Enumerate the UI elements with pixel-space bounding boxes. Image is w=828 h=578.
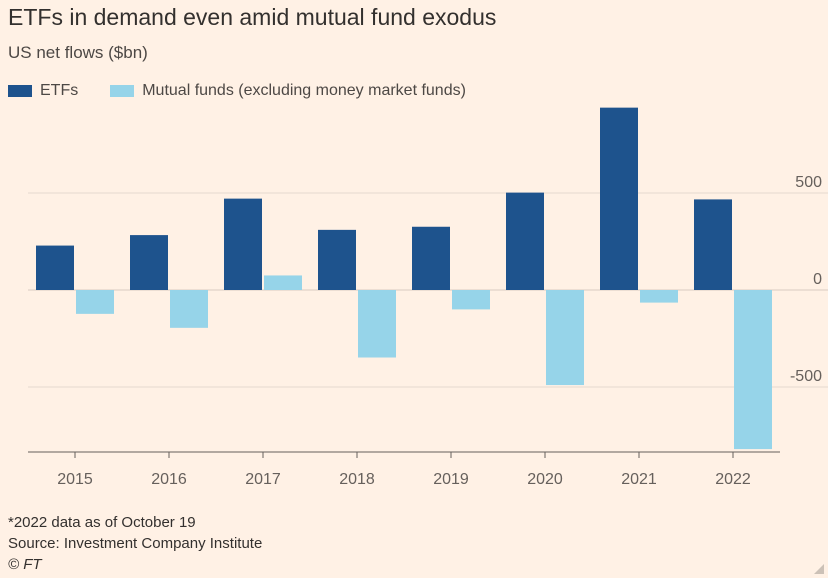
chart-subtitle: US net flows ($bn): [8, 43, 148, 62]
legend-swatch-mutual-funds: [110, 85, 135, 97]
bar-mutual-funds: [546, 290, 584, 386]
bar-mutual-funds: [452, 290, 490, 310]
y-tick-label: -500: [790, 368, 822, 385]
legend-label-etfs: ETFs: [40, 82, 79, 99]
x-tick-label: 2016: [151, 471, 187, 488]
bar-mutual-funds: [170, 290, 208, 328]
legend-item-mutual-funds: Mutual funds (excluding money market fun…: [110, 82, 466, 100]
y-tick-label: 500: [795, 174, 822, 191]
bar-etfs: [36, 245, 74, 290]
y-tick-label: 0: [813, 271, 822, 288]
bar-etfs: [506, 192, 544, 290]
bar-etfs: [694, 199, 732, 290]
x-tick-label: 2017: [245, 471, 281, 488]
x-tick-label: 2020: [527, 471, 563, 488]
chart-title: ETFs in demand even amid mutual fund exo…: [8, 4, 497, 30]
x-tick-label: 2018: [339, 471, 375, 488]
legend: ETFs Mutual funds (excluding money marke…: [8, 82, 498, 100]
bar-mutual-funds: [734, 290, 772, 450]
legend-label-mutual-funds: Mutual funds (excluding money market fun…: [142, 82, 466, 99]
x-tick-label: 2019: [433, 471, 469, 488]
footer: *2022 data as of October 19 Source: Inve…: [8, 512, 262, 575]
bar-mutual-funds: [358, 290, 396, 358]
bar-mutual-funds: [640, 290, 678, 303]
bar-mutual-funds: [76, 290, 114, 314]
x-tick-label: 2022: [715, 471, 751, 488]
footnote: *2022 data as of October 19: [8, 514, 196, 531]
copyright: © FT: [8, 556, 42, 573]
bar-etfs: [600, 107, 638, 290]
bar-etfs: [130, 235, 168, 290]
resize-handle-icon: [814, 564, 824, 574]
x-tick-label: 2021: [621, 471, 657, 488]
bar-etfs: [318, 229, 356, 290]
bar-etfs: [412, 226, 450, 290]
bar-mutual-funds: [264, 275, 302, 290]
x-tick-label: 2015: [57, 471, 93, 488]
bar-etfs: [224, 198, 262, 290]
legend-item-etfs: ETFs: [8, 82, 78, 100]
legend-swatch-etfs: [8, 85, 32, 97]
source-note: Source: Investment Company Institute: [8, 535, 263, 552]
